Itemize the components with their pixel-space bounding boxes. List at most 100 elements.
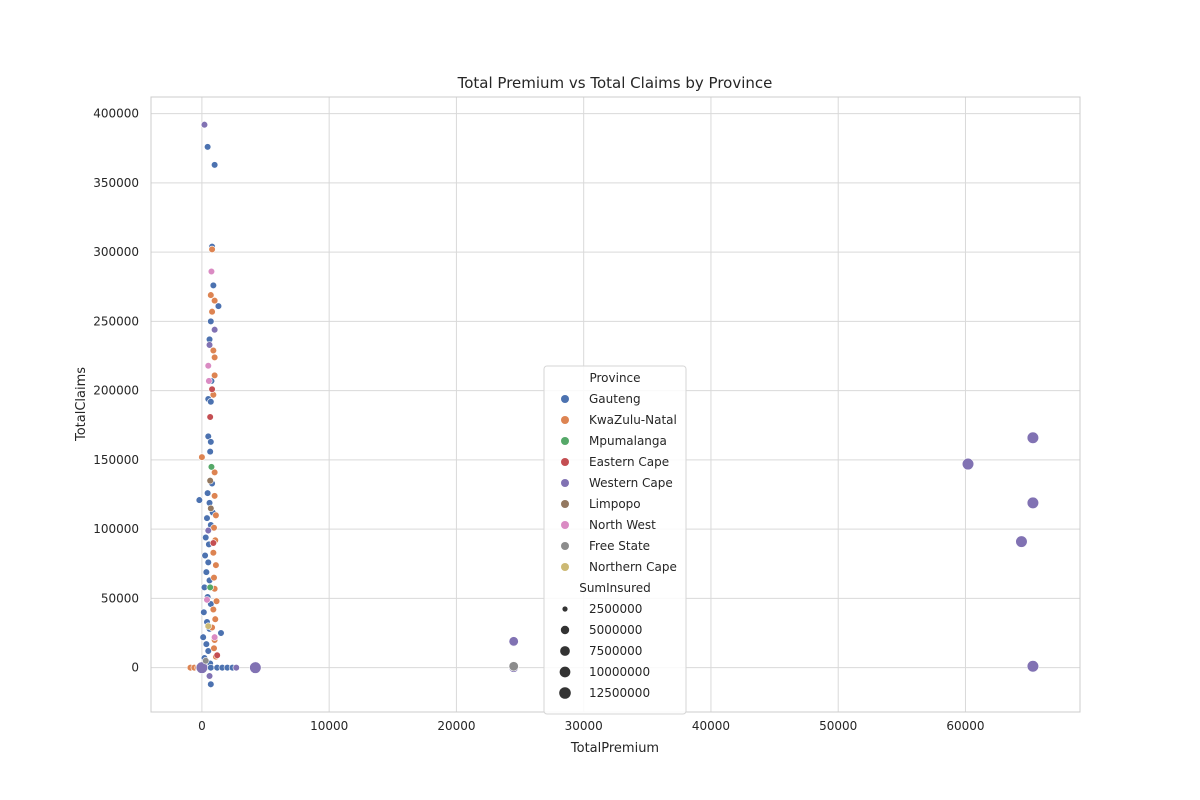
data-point — [209, 281, 217, 289]
data-point — [204, 647, 212, 655]
data-point — [212, 511, 220, 519]
data-point — [214, 302, 223, 310]
data-point — [204, 526, 212, 535]
y-tick-label: 100000 — [93, 522, 139, 536]
data-point — [205, 341, 214, 349]
data-point — [1026, 431, 1040, 444]
data-point — [200, 121, 209, 129]
data-point — [508, 636, 519, 647]
legend-label: North West — [589, 518, 656, 532]
data-point — [961, 457, 975, 471]
data-point — [211, 161, 219, 169]
chart-title: Total Premium vs Total Claims by Provinc… — [457, 74, 773, 92]
y-tick-label: 400000 — [93, 107, 139, 121]
legend-size-marker — [560, 646, 570, 656]
legend-label: Eastern Cape — [589, 455, 669, 469]
data-point — [212, 597, 221, 605]
data-point — [213, 651, 221, 659]
y-tick-label: 0 — [131, 661, 139, 675]
data-point — [207, 267, 216, 276]
data-point — [195, 661, 209, 674]
legend-province-items: Gauteng KwaZulu-Natal Mpumalanga Eastern Ca… — [561, 392, 677, 574]
legend-size-marker — [560, 625, 570, 635]
data-point — [204, 362, 212, 370]
x-tick-label: 0 — [198, 719, 206, 733]
data-point — [201, 551, 209, 560]
legend-marker — [561, 416, 569, 424]
data-point — [207, 680, 215, 688]
data-point — [202, 657, 210, 665]
data-point — [211, 468, 219, 476]
data-point — [208, 308, 216, 316]
data-point — [210, 524, 218, 532]
data-point — [204, 143, 212, 151]
data-point — [200, 608, 208, 616]
legend-size-marker — [562, 606, 568, 612]
legend-label: KwaZulu-Natal — [589, 413, 677, 427]
data-point — [1026, 496, 1040, 509]
data-point — [217, 629, 225, 637]
data-point — [207, 463, 216, 471]
data-point — [232, 664, 240, 672]
data-point — [207, 398, 215, 406]
data-point — [208, 385, 216, 393]
legend-province-title: Province — [589, 371, 640, 385]
y-tick-label: 350000 — [93, 176, 139, 190]
legend-marker — [561, 395, 569, 403]
data-point — [203, 596, 211, 604]
data-point — [202, 533, 210, 542]
legend-label: Free State — [589, 539, 650, 553]
data-point — [209, 549, 217, 557]
data-point — [212, 561, 220, 569]
legend-size-label: 10000000 — [589, 665, 650, 679]
legend-label: Limpopo — [589, 497, 641, 511]
data-point — [209, 539, 217, 547]
legend-marker — [561, 500, 569, 508]
data-point — [210, 574, 218, 582]
x-tick-label: 30000 — [565, 719, 603, 733]
data-point — [207, 291, 215, 299]
data-points — [186, 121, 1040, 688]
data-point — [207, 504, 215, 513]
legend-suminsured-title: SumInsured — [579, 581, 651, 595]
legend-marker — [561, 521, 569, 529]
data-point — [195, 496, 203, 504]
legend-size-marker — [559, 687, 571, 699]
data-point — [205, 672, 214, 680]
data-point — [207, 317, 215, 326]
data-point — [211, 371, 219, 380]
data-point — [198, 453, 206, 461]
legend-label: Gauteng — [589, 392, 641, 406]
legend-label: Mpumalanga — [589, 434, 667, 448]
legend-size-label: 5000000 — [589, 623, 642, 637]
data-point — [206, 583, 214, 591]
data-point — [211, 633, 219, 641]
legend-marker — [561, 563, 569, 571]
legend-marker — [561, 437, 569, 445]
data-point — [508, 661, 519, 672]
data-point — [203, 514, 211, 522]
x-tick-label: 60000 — [946, 719, 984, 733]
x-tick-label: 50000 — [819, 719, 857, 733]
data-point — [211, 492, 219, 500]
data-point — [249, 661, 262, 674]
data-point — [209, 346, 217, 355]
y-tick-label: 250000 — [93, 314, 139, 328]
data-point — [211, 353, 219, 362]
data-point — [211, 326, 219, 334]
data-point — [206, 447, 214, 456]
legend-box — [543, 365, 687, 715]
data-point — [207, 664, 215, 672]
data-point — [204, 622, 212, 630]
legend-marker — [561, 479, 569, 487]
legend-size-marker — [559, 666, 571, 678]
data-point — [206, 477, 214, 485]
data-point — [1015, 535, 1028, 548]
data-point — [211, 615, 219, 623]
legend-size-label: 7500000 — [589, 644, 642, 658]
data-point — [204, 558, 212, 567]
y-tick-label: 300000 — [93, 245, 139, 259]
data-point — [202, 640, 210, 648]
y-tick-label: 200000 — [93, 384, 139, 398]
